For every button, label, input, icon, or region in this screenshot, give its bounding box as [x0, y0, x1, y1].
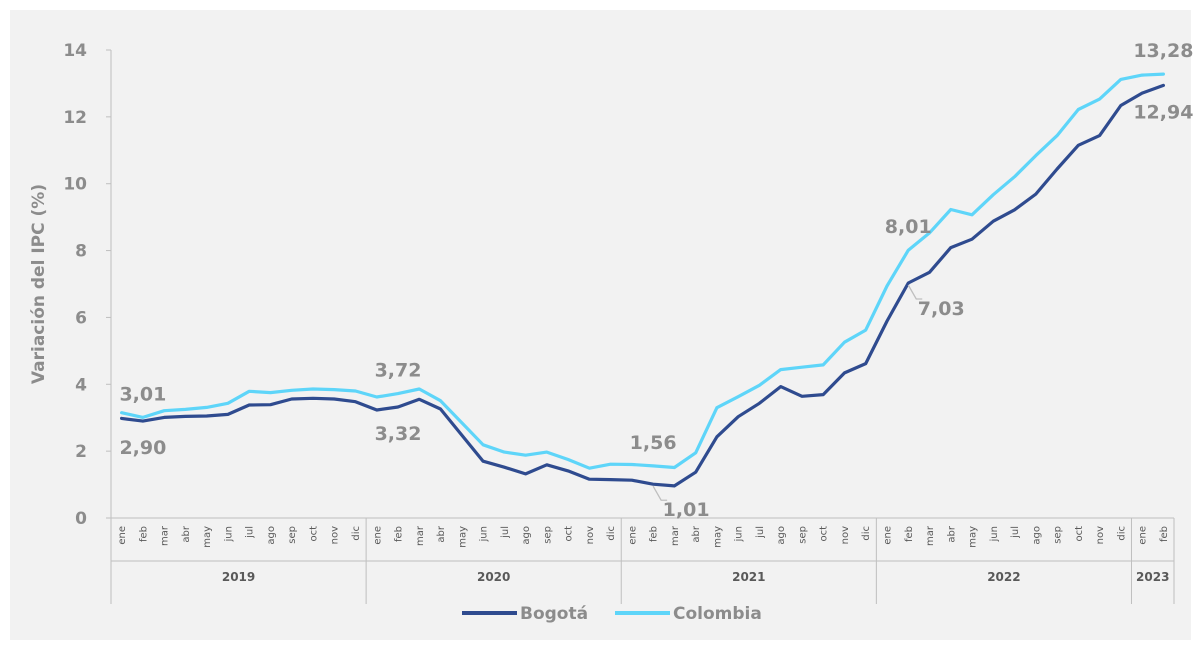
- data-label: 12,94: [1133, 101, 1193, 123]
- data-label: 2,90: [119, 437, 166, 459]
- x-tick-label: jul: [245, 526, 256, 539]
- series-line-bogota: [119, 83, 1166, 488]
- x-tick-label: oct: [308, 526, 319, 542]
- x-tick-label: abr: [181, 525, 192, 542]
- x-tick-label: nov: [1095, 526, 1106, 544]
- x-tick-label: jul: [500, 526, 511, 539]
- x-tick-label: feb: [649, 526, 660, 542]
- x-tick-label: mar: [415, 525, 426, 546]
- annotation-leader: [907, 284, 923, 300]
- year-label: 2023: [1136, 570, 1169, 584]
- x-tick-label: ene: [372, 526, 383, 545]
- legend-label: Colombia: [673, 604, 762, 624]
- y-tick-label: 4: [75, 375, 87, 395]
- y-tick-label: 10: [63, 175, 87, 195]
- x-tick-label: abr: [436, 525, 447, 542]
- x-tick-label: oct: [819, 526, 830, 542]
- x-tick-label: may: [968, 526, 979, 548]
- x-tick-label: mar: [925, 525, 936, 546]
- data-label: 3,72: [375, 360, 422, 382]
- x-tick-label: may: [712, 526, 723, 548]
- annotation-leader: [652, 485, 668, 501]
- x-tick-label: feb: [138, 526, 149, 542]
- year-label: 2020: [477, 570, 510, 584]
- x-tick-label: jun: [989, 526, 1000, 542]
- year-label: 2021: [732, 570, 765, 584]
- x-tick-label: dic: [1116, 526, 1127, 541]
- x-tick-label: nov: [585, 526, 596, 544]
- chart-panel: [10, 10, 1191, 640]
- x-tick-label: dic: [861, 526, 872, 541]
- x-tick-label: feb: [394, 526, 405, 542]
- data-label: 3,32: [375, 423, 422, 445]
- year-label: 2022: [987, 570, 1020, 584]
- y-tick-label: 0: [75, 509, 87, 529]
- y-tick-label: 12: [63, 108, 87, 128]
- x-tick-label: ene: [1138, 526, 1149, 545]
- y-axis-label: Variación del IPC (%): [29, 184, 49, 384]
- x-tick-label: ene: [627, 526, 638, 545]
- x-tick-label: may: [457, 526, 468, 548]
- data-label: 1,01: [663, 499, 710, 521]
- x-tick-label: sep: [287, 526, 298, 544]
- x-tick-label: oct: [564, 526, 575, 542]
- x-tick-label: jul: [1010, 526, 1021, 539]
- x-tick-label: sep: [1053, 526, 1064, 544]
- x-tick-label: ago: [266, 526, 277, 545]
- data-label: 3,01: [119, 383, 166, 405]
- x-tick-label: sep: [797, 526, 808, 544]
- x-tick-label: jun: [223, 526, 234, 542]
- x-tick-label: dic: [351, 526, 362, 541]
- data-label: 8,01: [885, 216, 932, 238]
- y-tick-label: 14: [63, 41, 87, 61]
- x-tick-label: ago: [521, 526, 532, 545]
- x-tick-label: dic: [606, 526, 617, 541]
- x-tick-label: jun: [479, 526, 490, 542]
- x-tick-label: ago: [776, 526, 787, 545]
- x-tick-label: nov: [330, 526, 341, 544]
- y-tick-label: 2: [75, 442, 87, 462]
- x-tick-label: ene: [117, 526, 128, 545]
- x-tick-label: sep: [542, 526, 553, 544]
- y-tick-label: 8: [75, 242, 87, 262]
- x-tick-label: mar: [160, 525, 171, 546]
- legend-label: Bogotá: [520, 604, 588, 624]
- x-tick-label: oct: [1074, 526, 1085, 542]
- data-label: 1,56: [630, 432, 677, 454]
- year-label: 2019: [222, 570, 255, 584]
- x-tick-label: feb: [1159, 526, 1170, 542]
- x-tick-label: jun: [734, 526, 745, 542]
- series-line-colombia: [119, 72, 1166, 470]
- y-tick-label: 6: [75, 308, 87, 328]
- x-tick-label: jul: [755, 526, 766, 539]
- data-label: 7,03: [918, 298, 965, 320]
- x-tick-label: may: [202, 526, 213, 548]
- x-tick-label: ago: [1031, 526, 1042, 545]
- x-tick-label: mar: [670, 525, 681, 546]
- x-tick-label: abr: [691, 525, 702, 542]
- x-tick-label: feb: [904, 526, 915, 542]
- x-tick-label: ene: [882, 526, 893, 545]
- data-label: 13,28: [1133, 40, 1193, 62]
- x-tick-label: abr: [946, 525, 957, 542]
- x-tick-label: nov: [840, 526, 851, 544]
